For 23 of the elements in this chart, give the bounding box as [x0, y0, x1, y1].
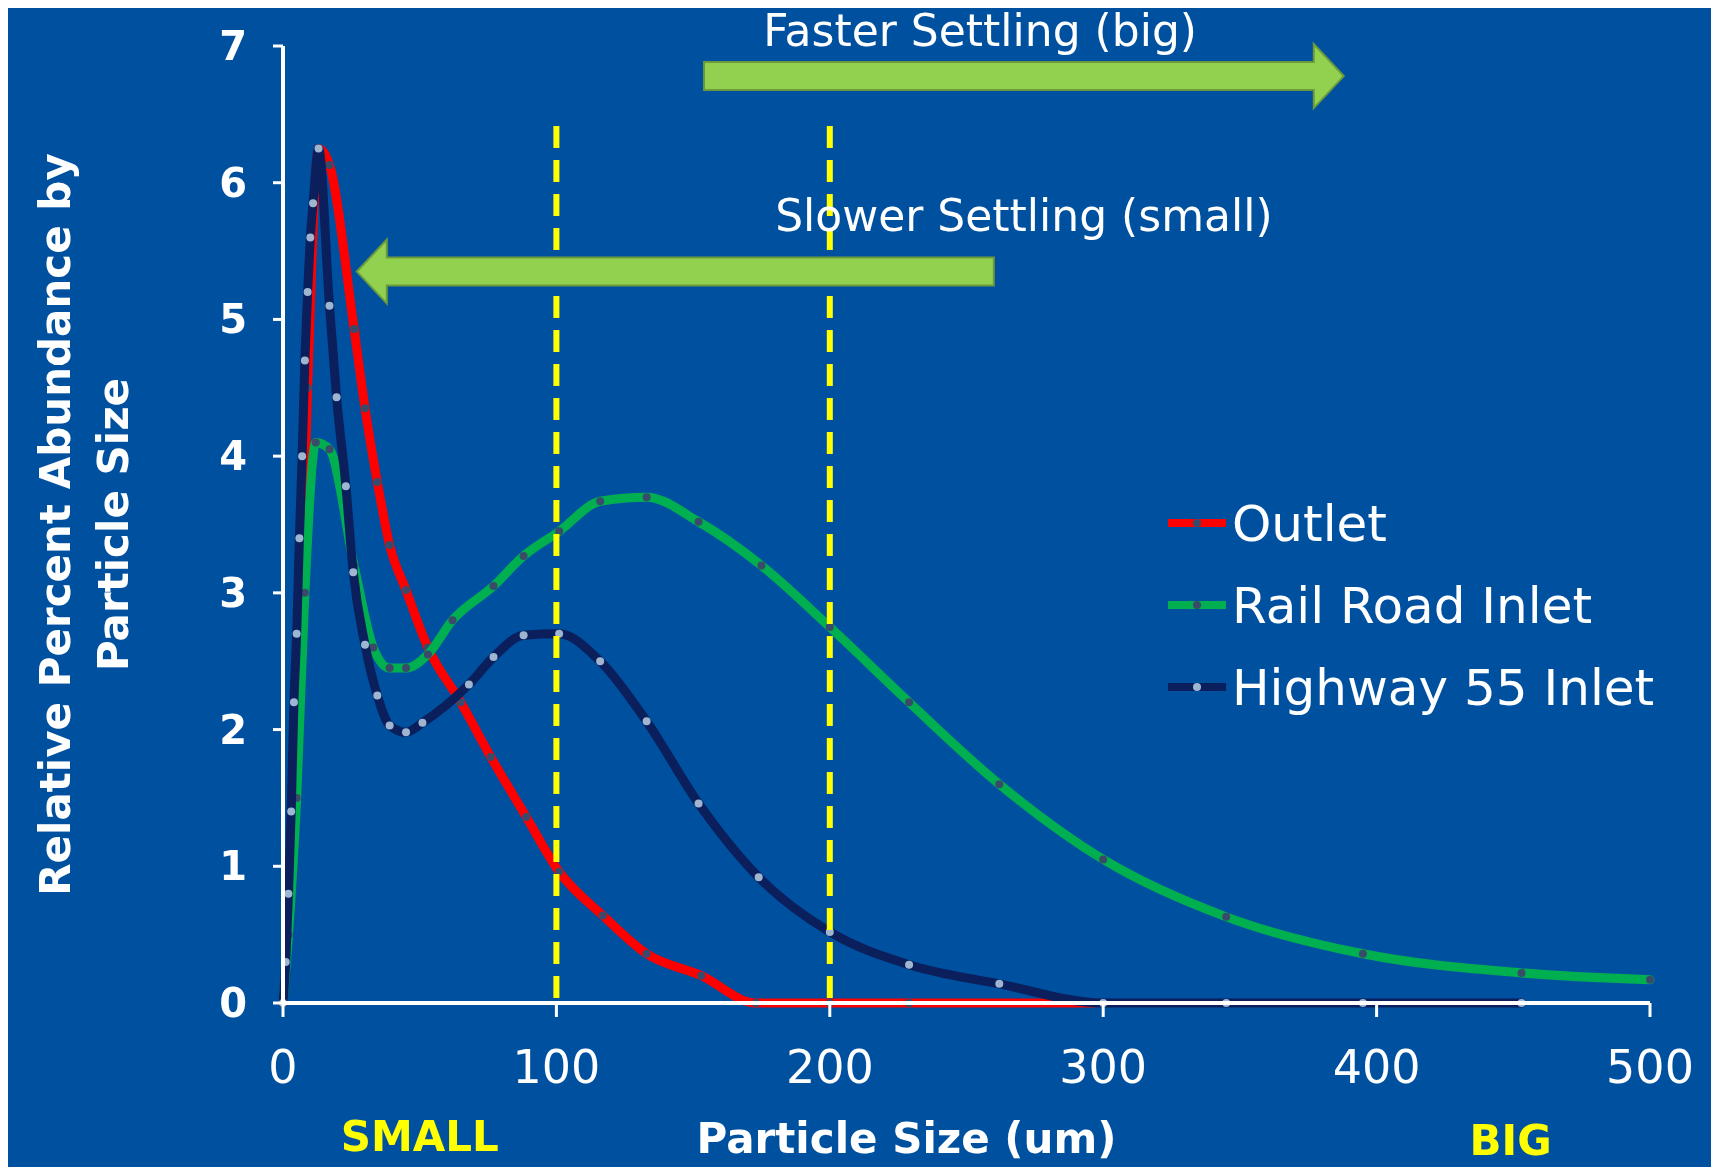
y-tick-label: 4	[219, 433, 247, 480]
y-tick-label: 6	[219, 159, 247, 206]
x-tick-label: 0	[268, 1040, 298, 1094]
text: SMALL	[340, 1112, 499, 1161]
x-tick-label: 400	[1332, 1040, 1421, 1094]
y-tick-label: 3	[219, 569, 247, 616]
annotation: Faster Settling (big)	[763, 5, 1198, 56]
x-tick-label: 200	[785, 1040, 874, 1094]
text: BIG	[1469, 1116, 1552, 1165]
y-axis-title: Relative Percent Abundance by Particle Size	[31, 153, 138, 896]
legend-label: Outlet	[1232, 494, 1387, 553]
y-tick-label: 5	[219, 296, 247, 343]
y-tick-label: 2	[219, 706, 247, 753]
y-tick-label: 0	[219, 980, 247, 1026]
y-tick-label: 7	[219, 23, 247, 69]
annotation: Slower Settling (small)	[775, 189, 1273, 241]
x-tick-label: 300	[1059, 1040, 1148, 1094]
x-tick-label: 100	[512, 1040, 601, 1094]
x-axis-title: Particle Size (um)	[696, 1114, 1117, 1163]
legend-label: Highway 55 Inlet	[1232, 658, 1655, 717]
legend-label: Rail Road Inlet	[1232, 576, 1593, 635]
x-tick-label: 500	[1606, 1040, 1694, 1094]
y-tick-label: 1	[219, 843, 247, 890]
